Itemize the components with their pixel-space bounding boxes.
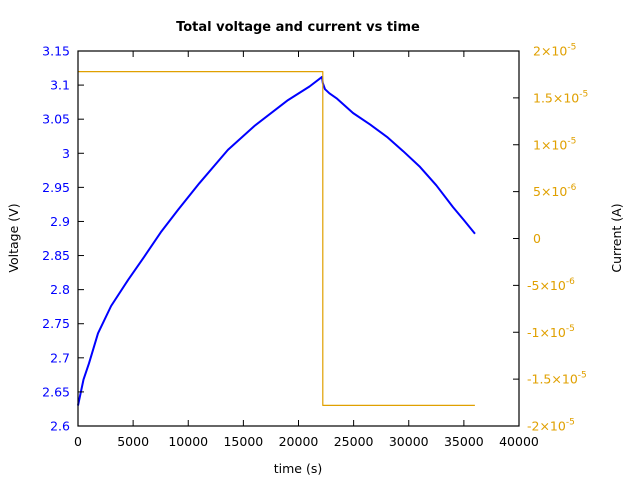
y-axis-left-label: Voltage (V) (6, 203, 21, 272)
y-left-tick-label: 2.9 (50, 214, 70, 229)
y-left-tick-label: 2.95 (42, 180, 70, 195)
y-right-tick-label: 1.5×10-5 (533, 89, 588, 105)
y-right-tick-label: -1.5×10-5 (527, 371, 587, 387)
y-right-tick-label: -5×10-6 (527, 277, 575, 293)
chart-title: Total voltage and current vs time (176, 20, 420, 35)
y-left-tick-label: 2.8 (50, 282, 70, 297)
current-series-line (78, 70, 475, 406)
plot-area (77, 70, 476, 406)
y-left-tick-label: 2.85 (42, 248, 70, 263)
y-right-tick-label: 5×10-6 (533, 183, 577, 199)
voltage-series-line (77, 75, 476, 406)
y-right-tick-label: 0 (533, 231, 541, 246)
y-axis-right-ticks: -2×10-5 -1.5×10-5 -1×10-5 -5×10-6 0 5×10-6 1×1… (513, 43, 588, 434)
y-left-tick-label: 2.6 (50, 419, 70, 434)
plot-frame (77, 50, 520, 427)
x-tick-label: 30000 (389, 434, 429, 449)
y-left-tick-label: 3.15 (42, 44, 70, 59)
y-left-tick-label: 2.7 (50, 350, 70, 365)
x-tick-label: 0 (74, 434, 82, 449)
y-left-tick-label: 2.65 (42, 384, 70, 399)
y-right-tick-label: -2×10-5 (527, 418, 575, 434)
y-left-tick-label: 2.75 (42, 316, 70, 331)
x-tick-label: 40000 (499, 434, 539, 449)
y-left-tick-label: 3.1 (50, 78, 70, 93)
x-axis-label: time (s) (274, 461, 322, 476)
x-axis-ticks: 0 5000 10000 15000 20000 25000 30000 35000 40000 (74, 51, 539, 449)
y-right-tick-label: -1×10-5 (527, 324, 575, 340)
y-left-tick-label: 3 (62, 146, 70, 161)
x-tick-label: 25000 (334, 434, 374, 449)
y-right-tick-label: 1×10-5 (533, 136, 576, 152)
x-tick-label: 20000 (279, 434, 319, 449)
x-tick-label: 5000 (117, 434, 149, 449)
x-tick-label: 10000 (168, 434, 208, 449)
x-tick-label: 35000 (444, 434, 484, 449)
y-axis-left-ticks: 2.6 2.65 2.7 2.75 2.8 2.85 2.9 2.95 3 3.05 3.1 3.15 (42, 44, 84, 434)
x-tick-label: 15000 (223, 434, 263, 449)
y-right-tick-label: 2×10-5 (533, 43, 576, 59)
y-left-tick-label: 3.05 (42, 112, 70, 127)
y-axis-right-label: Current (A) (609, 203, 624, 272)
